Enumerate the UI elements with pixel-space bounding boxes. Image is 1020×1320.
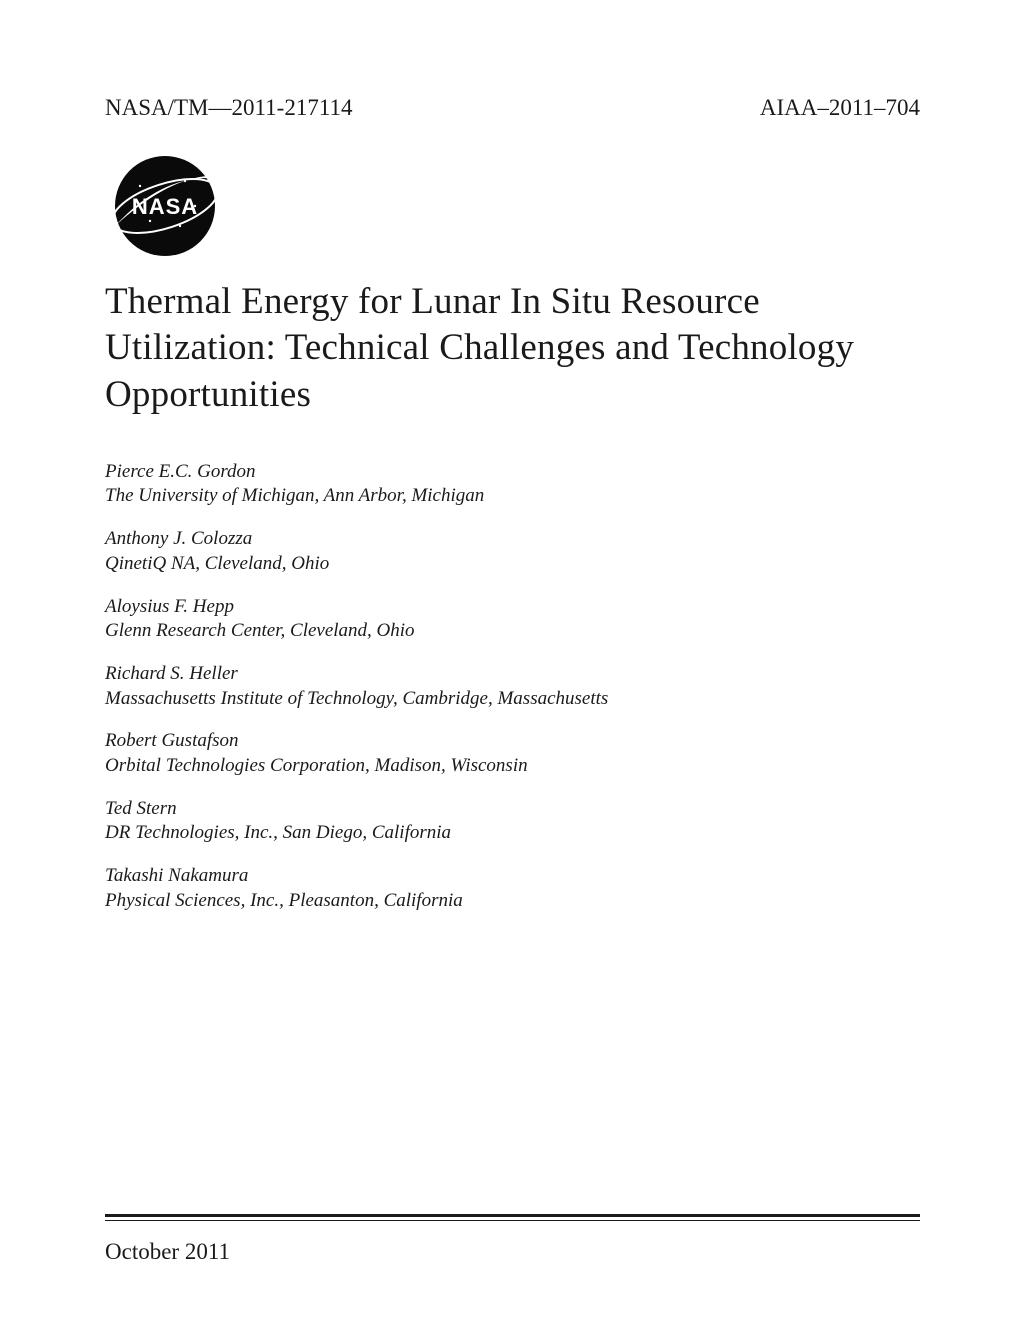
author-list: Pierce E.C. Gordon The University of Mic… [105, 460, 920, 914]
author-name: Ted Stern [105, 797, 920, 822]
author-block: Ted Stern DR Technologies, Inc., San Die… [105, 797, 920, 846]
author-name: Richard S. Heller [105, 662, 920, 687]
publication-date: October 2011 [105, 1239, 920, 1265]
author-affiliation: DR Technologies, Inc., San Diego, Califo… [105, 821, 920, 846]
report-number-right: AIAA–2011–704 [760, 95, 920, 121]
author-affiliation: Orbital Technologies Corporation, Madiso… [105, 754, 920, 779]
author-name: Takashi Nakamura [105, 864, 920, 889]
author-name: Aloysius F. Hepp [105, 595, 920, 620]
document-title: Thermal Energy for Lunar In Situ Resourc… [105, 279, 920, 418]
author-affiliation: Glenn Research Center, Cleveland, Ohio [105, 619, 920, 644]
nasa-logo-container: NASA [105, 151, 920, 261]
author-name: Pierce E.C. Gordon [105, 460, 920, 485]
svg-text:NASA: NASA [132, 194, 198, 219]
report-number-left: NASA/TM—2011-217114 [105, 95, 352, 121]
author-block: Pierce E.C. Gordon The University of Mic… [105, 460, 920, 509]
author-block: Richard S. Heller Massachusetts Institut… [105, 662, 920, 711]
author-block: Aloysius F. Hepp Glenn Research Center, … [105, 595, 920, 644]
author-affiliation: QinetiQ NA, Cleveland, Ohio [105, 552, 920, 577]
page-footer: October 2011 [105, 1214, 920, 1265]
author-name: Anthony J. Colozza [105, 527, 920, 552]
author-block: Takashi Nakamura Physical Sciences, Inc.… [105, 864, 920, 913]
nasa-logo-icon: NASA [105, 151, 235, 256]
footer-rule [105, 1214, 920, 1221]
author-affiliation: Physical Sciences, Inc., Pleasanton, Cal… [105, 889, 920, 914]
author-affiliation: Massachusetts Institute of Technology, C… [105, 687, 920, 712]
author-affiliation: The University of Michigan, Ann Arbor, M… [105, 484, 920, 509]
author-block: Anthony J. Colozza QinetiQ NA, Cleveland… [105, 527, 920, 576]
author-block: Robert Gustafson Orbital Technologies Co… [105, 729, 920, 778]
author-name: Robert Gustafson [105, 729, 920, 754]
report-header: NASA/TM—2011-217114 AIAA–2011–704 [105, 95, 920, 121]
